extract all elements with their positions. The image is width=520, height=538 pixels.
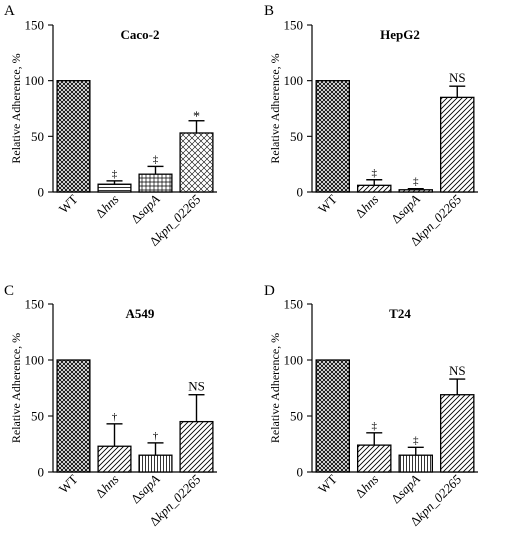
significance-marker: NS bbox=[449, 70, 466, 85]
bar bbox=[439, 394, 475, 473]
y-axis-label: Relative Adherence, % bbox=[9, 53, 23, 163]
significance-marker: † bbox=[112, 411, 118, 423]
y-tick-label: 100 bbox=[25, 73, 45, 88]
x-tick-label: ΔsapA bbox=[388, 471, 423, 506]
x-tick-label: ΔsapA bbox=[128, 191, 163, 226]
bar bbox=[439, 96, 475, 193]
bar bbox=[56, 80, 91, 193]
bar bbox=[356, 184, 392, 193]
significance-marker: † bbox=[153, 430, 159, 442]
x-tick-label: WT bbox=[56, 471, 81, 496]
bar bbox=[97, 183, 132, 193]
y-tick-label: 0 bbox=[38, 465, 45, 480]
bar bbox=[138, 173, 173, 193]
y-tick-label: 0 bbox=[38, 185, 45, 200]
significance-marker: ‡ bbox=[372, 420, 378, 432]
x-tick-label: Δhns bbox=[352, 472, 381, 501]
y-tick-label: 100 bbox=[284, 73, 304, 88]
y-axis-label: Relative Adherence, % bbox=[268, 53, 282, 163]
bar bbox=[315, 359, 350, 473]
significance-marker: ‡ bbox=[112, 168, 118, 180]
x-tick-label: Δhns bbox=[92, 472, 121, 501]
y-tick-label: 50 bbox=[290, 129, 303, 144]
bar bbox=[179, 420, 214, 473]
x-tick-label: ΔsapA bbox=[128, 471, 163, 506]
panel-label: A bbox=[4, 3, 15, 19]
y-tick-label: 100 bbox=[25, 353, 45, 368]
significance-marker: ‡ bbox=[413, 176, 419, 188]
significance-marker: ‡ bbox=[413, 434, 419, 446]
x-tick-label: Δhns bbox=[352, 192, 381, 221]
bar bbox=[398, 454, 433, 473]
significance-marker: ‡ bbox=[153, 153, 159, 165]
y-axis-label: Relative Adherence, % bbox=[268, 333, 282, 443]
x-tick-label: WT bbox=[315, 191, 340, 216]
y-tick-label: 150 bbox=[25, 297, 45, 312]
panel-label: D bbox=[264, 283, 275, 299]
bar bbox=[56, 359, 91, 473]
y-tick-label: 0 bbox=[297, 465, 304, 480]
bar bbox=[138, 454, 173, 473]
bar bbox=[97, 445, 132, 473]
bar bbox=[356, 444, 392, 473]
chart-title: T24 bbox=[389, 306, 411, 321]
y-tick-label: 150 bbox=[25, 18, 45, 33]
panel-label: B bbox=[264, 3, 274, 19]
significance-marker: NS bbox=[449, 363, 466, 378]
y-tick-label: 0 bbox=[297, 185, 304, 200]
significance-marker: ‡ bbox=[372, 167, 378, 179]
chart-title: Caco-2 bbox=[121, 27, 160, 42]
bar bbox=[398, 189, 433, 193]
bar bbox=[179, 132, 214, 193]
y-tick-label: 150 bbox=[284, 18, 304, 33]
significance-marker: NS bbox=[188, 379, 205, 394]
y-axis-label: Relative Adherence, % bbox=[9, 333, 23, 443]
x-tick-label: Δhns bbox=[92, 192, 121, 221]
panel-label: C bbox=[4, 283, 14, 299]
significance-marker: * bbox=[193, 110, 200, 125]
x-tick-label: WT bbox=[315, 471, 340, 496]
chart-title: A549 bbox=[126, 306, 155, 321]
y-tick-label: 150 bbox=[284, 297, 304, 312]
x-tick-label: WT bbox=[56, 191, 81, 216]
y-tick-label: 50 bbox=[290, 409, 303, 424]
x-tick-label: ΔsapA bbox=[388, 191, 423, 226]
y-tick-label: 50 bbox=[31, 409, 44, 424]
bar bbox=[315, 80, 350, 193]
y-tick-label: 50 bbox=[31, 129, 44, 144]
chart-title: HepG2 bbox=[380, 27, 420, 42]
y-tick-label: 100 bbox=[284, 353, 304, 368]
